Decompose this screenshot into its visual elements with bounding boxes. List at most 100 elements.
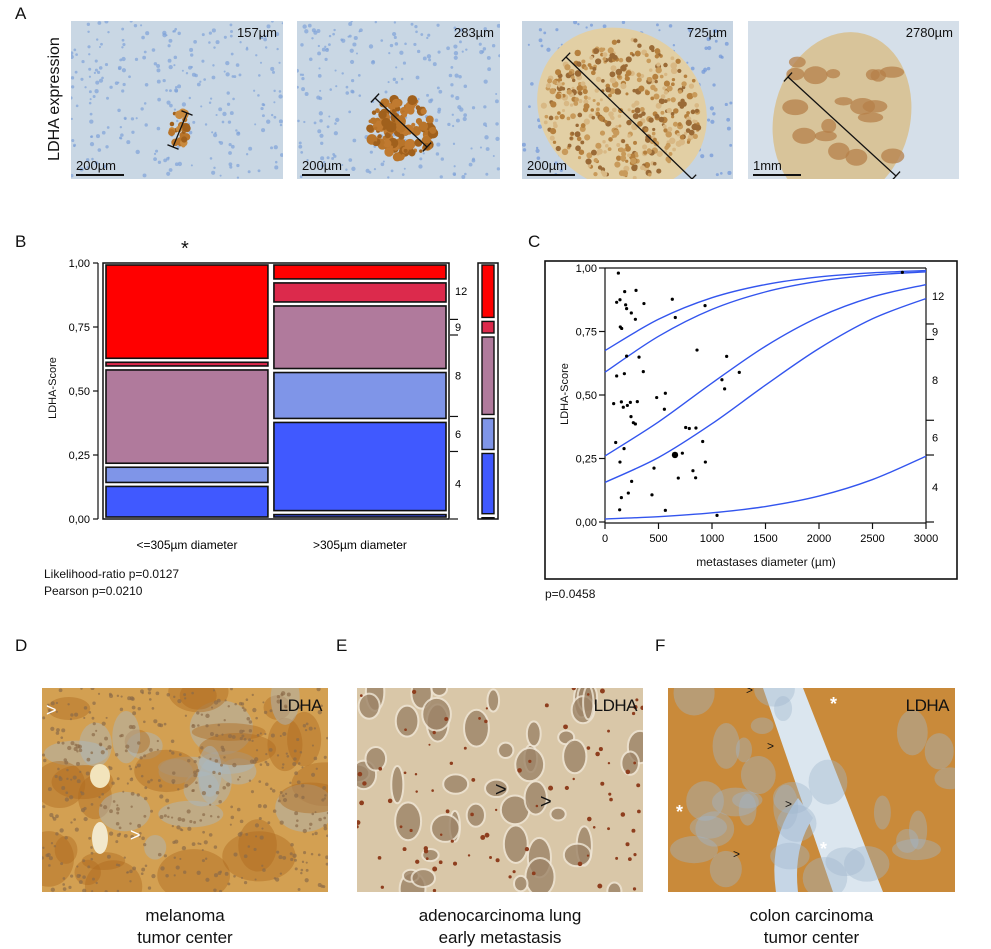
cell: [608, 93, 612, 98]
nucleus: [87, 30, 90, 34]
nucleus: [226, 91, 230, 95]
nucleus: [190, 164, 193, 167]
nucleus: [230, 30, 233, 34]
nucleus: [144, 864, 148, 867]
nucleus: [67, 745, 72, 751]
stained-cell: [631, 828, 636, 833]
nucleus: [189, 47, 194, 52]
nucleus: [155, 691, 160, 696]
cell: [607, 120, 612, 126]
data-point: [623, 290, 627, 294]
cell: [374, 126, 378, 130]
stained-cell: [428, 743, 431, 746]
nucleus: [111, 781, 115, 785]
nucleus: [483, 79, 488, 84]
nucleus: [251, 739, 254, 743]
nucleus: [478, 42, 482, 46]
nucleus: [74, 743, 78, 747]
nucleus: [156, 64, 161, 68]
nucleus: [451, 113, 454, 116]
nucleus: [318, 111, 323, 116]
nucleus: [88, 101, 92, 105]
cell: [667, 126, 673, 132]
cell: [574, 97, 579, 102]
nucleus: [313, 727, 317, 730]
nucleus: [416, 49, 421, 54]
nucleus: [276, 699, 281, 704]
data-point: [670, 297, 674, 301]
nucleus: [130, 791, 135, 796]
cell: [691, 78, 696, 83]
tissue-region: [673, 688, 715, 716]
nucleus: [459, 40, 462, 44]
nucleus: [98, 46, 101, 49]
cell: [378, 110, 387, 119]
cell: [654, 54, 660, 59]
nucleus: [271, 789, 276, 793]
cell: [625, 145, 631, 152]
nucleus: [171, 751, 175, 755]
nucleus: [138, 835, 141, 838]
nucleus: [527, 43, 530, 46]
cell: [400, 139, 406, 145]
tissue-region: [291, 762, 328, 807]
nucleus: [463, 113, 468, 117]
nucleus: [211, 131, 214, 134]
stained-region: [821, 118, 837, 134]
cell: [569, 103, 574, 107]
nucleus: [201, 790, 207, 796]
cell: [627, 108, 631, 112]
nucleus: [589, 23, 594, 27]
nucleus: [167, 806, 170, 810]
cell: [654, 79, 658, 84]
nucleus: [205, 724, 209, 728]
stained-cell: [633, 853, 637, 857]
cell: [391, 98, 401, 108]
nucleus: [326, 834, 328, 838]
micrograph-283um: 283µm 200µm: [297, 21, 500, 179]
nucleus: [109, 809, 113, 814]
nucleus: [219, 174, 222, 177]
nucleus: [42, 846, 45, 849]
cell: [549, 88, 556, 95]
nucleus: [68, 885, 72, 889]
nucleus: [232, 762, 237, 768]
nucleus: [373, 167, 377, 171]
nucleus: [231, 144, 235, 149]
nucleus: [181, 102, 187, 107]
nucleus: [348, 22, 353, 27]
nucleus: [224, 699, 227, 702]
cell: [656, 168, 662, 174]
mosaic-tile-0-8: [105, 369, 269, 465]
stained-cell: [478, 717, 481, 720]
tissue-region: [740, 755, 776, 795]
nucleus: [247, 170, 251, 174]
data-point: [622, 446, 626, 451]
nucleus: [117, 81, 120, 84]
cell: [655, 102, 662, 109]
nucleus: [238, 701, 243, 706]
nucleus: [724, 41, 729, 46]
stained-cell: [463, 746, 467, 750]
nucleus: [212, 689, 216, 692]
nucleus: [91, 716, 95, 720]
nucleus: [392, 77, 397, 82]
nucleus: [132, 866, 137, 871]
nucleus: [232, 97, 235, 101]
nucleus: [147, 691, 152, 695]
nucleus: [528, 105, 531, 109]
stained-cell: [632, 887, 637, 891]
nucleus: [439, 175, 443, 179]
nucleus: [300, 150, 304, 154]
tissue-region: [191, 723, 266, 741]
nucleus: [186, 809, 191, 814]
stained-cell: [635, 698, 639, 702]
cell: [544, 114, 549, 119]
nucleus: [147, 688, 152, 691]
tissue-region: [158, 800, 224, 828]
nucleus: [273, 101, 276, 104]
stained-cell: [423, 848, 429, 854]
cell: [642, 144, 648, 150]
nucleus: [119, 125, 123, 129]
cell: [617, 114, 622, 118]
